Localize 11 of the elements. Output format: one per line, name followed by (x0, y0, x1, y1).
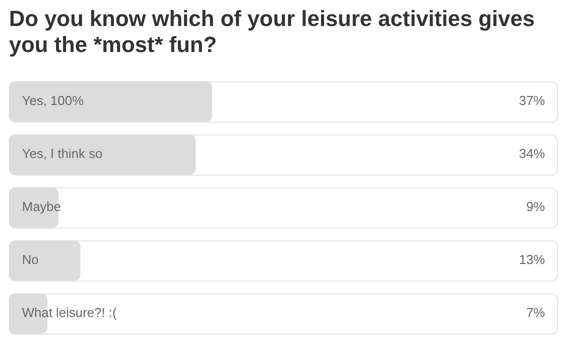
y-tick-label: Yes, I think so (22, 146, 102, 162)
y-tick-label: Yes, 100% (22, 93, 84, 108)
y-tick-label: What leisure?! :( (22, 305, 118, 320)
data-label: 34% (518, 146, 546, 162)
data-label: 13% (518, 252, 546, 268)
y-tick-label: Maybe (22, 199, 62, 214)
data-label: 37% (518, 93, 546, 108)
data-label: 9% (526, 199, 546, 214)
chart-title: Do you know which of your leisure activities gives you the *most* fun? (9, 6, 536, 58)
data-label: 7% (526, 305, 546, 320)
y-tick-label: No (22, 252, 39, 268)
